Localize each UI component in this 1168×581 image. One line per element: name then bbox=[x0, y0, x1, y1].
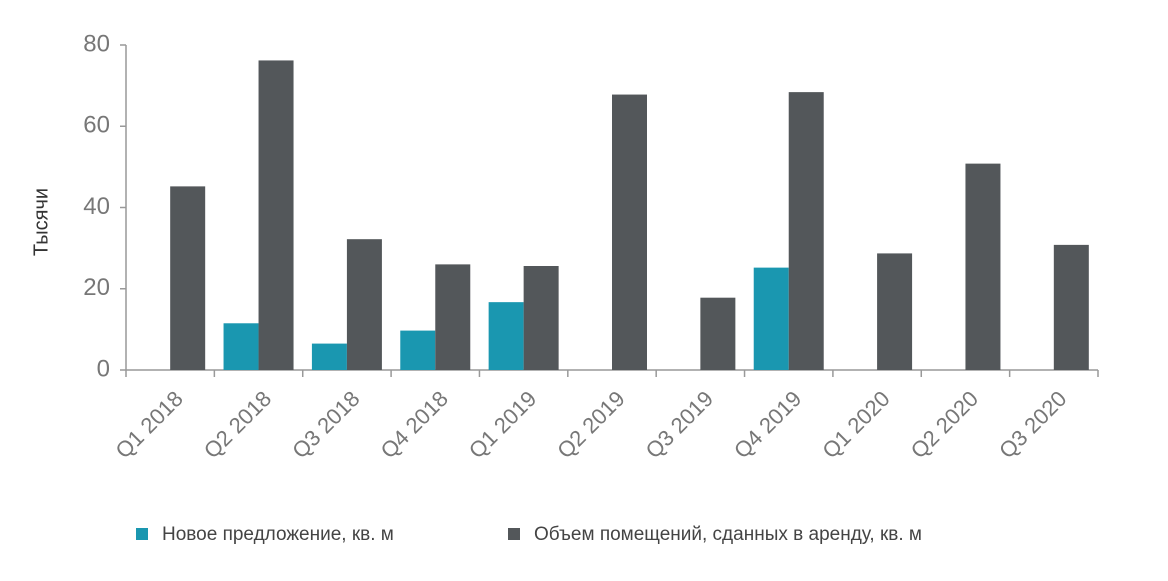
x-tick-label: Q2 2019 bbox=[552, 386, 629, 463]
bar bbox=[523, 266, 559, 370]
bar bbox=[311, 343, 347, 370]
bar bbox=[258, 60, 294, 370]
y-tick-label: 40 bbox=[83, 193, 110, 220]
bar bbox=[435, 264, 471, 370]
bar bbox=[1053, 244, 1089, 370]
bar bbox=[877, 253, 913, 370]
y-tick-label: 20 bbox=[83, 274, 110, 301]
x-tick-label: Q1 2019 bbox=[464, 386, 541, 463]
bar bbox=[700, 297, 736, 370]
x-tick-label: Q1 2020 bbox=[817, 386, 894, 463]
bar bbox=[346, 239, 382, 370]
y-tick-label: 60 bbox=[83, 112, 110, 139]
bar bbox=[788, 92, 824, 370]
legend-swatch bbox=[508, 528, 520, 540]
bar bbox=[170, 186, 206, 370]
x-tick-label: Q3 2019 bbox=[641, 386, 718, 463]
x-tick-label: Q2 2020 bbox=[906, 386, 983, 463]
x-tick-label: Q2 2018 bbox=[199, 386, 276, 463]
legend-label: Новое предложение, кв. м bbox=[162, 524, 394, 545]
x-tick-label: Q1 2018 bbox=[110, 386, 187, 463]
x-tick-label: Q4 2019 bbox=[729, 386, 806, 463]
y-axis-label: Тысячи bbox=[30, 188, 52, 256]
bar bbox=[400, 330, 436, 370]
bar bbox=[612, 94, 647, 370]
bar bbox=[965, 163, 1001, 370]
bar bbox=[753, 267, 789, 370]
x-tick-label: Q3 2018 bbox=[287, 386, 364, 463]
bar bbox=[488, 302, 524, 370]
x-tick-label: Q3 2020 bbox=[994, 386, 1071, 463]
bar bbox=[223, 323, 259, 370]
y-tick-label: 80 bbox=[83, 30, 110, 57]
x-tick-label: Q4 2018 bbox=[376, 386, 453, 463]
legend-label: Объем помещений, сданных в аренду, кв. м bbox=[534, 524, 922, 545]
legend-swatch bbox=[136, 528, 148, 540]
y-tick-label: 0 bbox=[97, 355, 110, 382]
